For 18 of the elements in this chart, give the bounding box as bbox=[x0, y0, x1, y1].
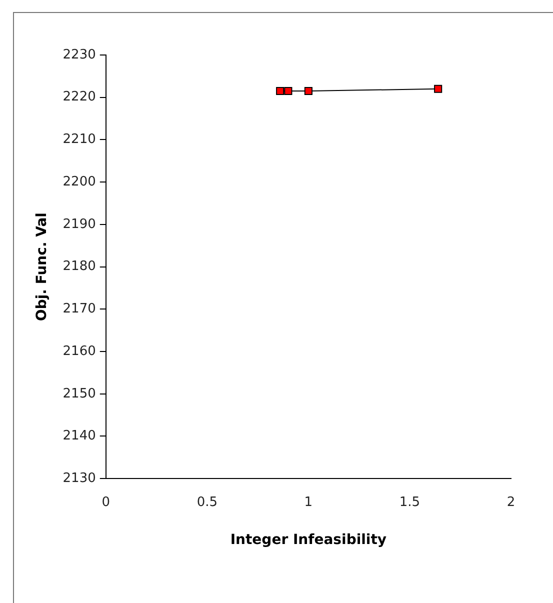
x-axis-title: Integer Infeasibility bbox=[230, 532, 387, 548]
x-tick-label: 1.5 bbox=[399, 494, 420, 510]
x-tick-label: 2 bbox=[506, 494, 516, 510]
y-tick-label: 2200 bbox=[62, 174, 96, 190]
x-tick-label: 0.5 bbox=[196, 494, 218, 510]
y-tick-label: 2140 bbox=[62, 428, 96, 444]
y-tick-label: 2190 bbox=[62, 216, 96, 232]
y-tick-label: 2220 bbox=[62, 90, 96, 105]
y-axis-title: Obj. Func. Val bbox=[34, 212, 50, 322]
y-tick-label: 2130 bbox=[62, 470, 96, 486]
y-tick-label: 2150 bbox=[62, 386, 96, 402]
y-tick-label: 2170 bbox=[62, 302, 96, 317]
y-tick-label: 2230 bbox=[62, 47, 96, 62]
y-tick-label: 2180 bbox=[62, 259, 96, 274]
x-tick-label: 1 bbox=[304, 494, 313, 510]
x-tick-label: 0 bbox=[102, 494, 110, 510]
y-tick-label: 2210 bbox=[62, 132, 96, 148]
y-tick-label: 2160 bbox=[62, 344, 96, 359]
